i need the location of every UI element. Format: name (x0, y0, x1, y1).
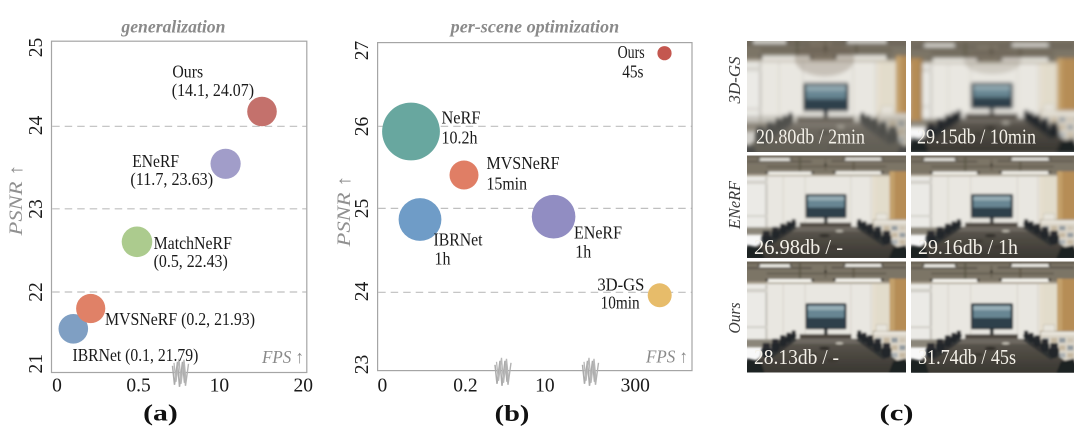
svg-text:24: 24 (352, 282, 373, 302)
svg-text:20: 20 (293, 376, 313, 397)
svg-text:0.2: 0.2 (453, 376, 477, 397)
svg-text:28.13db / -: 28.13db / - (754, 345, 839, 369)
svg-text:0: 0 (378, 376, 388, 397)
svg-text:3D-GS: 3D-GS (725, 56, 744, 104)
svg-text:MVSNeRF: MVSNeRF (487, 153, 560, 173)
svg-text:generalization: generalization (120, 16, 225, 36)
svg-text:(14.1, 24.07): (14.1, 24.07) (172, 80, 254, 101)
svg-text:PSNR ↑: PSNR ↑ (334, 176, 355, 248)
svg-text:31.74db / 45s: 31.74db / 45s (918, 345, 1016, 369)
svg-text:25: 25 (26, 38, 47, 58)
svg-text:25: 25 (352, 199, 373, 219)
svg-text:IBRNet: IBRNet (434, 230, 483, 250)
svg-text:10.2h: 10.2h (442, 128, 478, 148)
svg-text:Ours: Ours (618, 42, 645, 62)
svg-text:23: 23 (26, 199, 47, 219)
svg-text:22: 22 (26, 282, 47, 302)
svg-text:IBRNet (0.1, 21.79): IBRNet (0.1, 21.79) (73, 345, 199, 366)
svg-text:29.16db / 1h: 29.16db / 1h (918, 235, 1018, 259)
svg-text:0.5: 0.5 (126, 376, 150, 397)
svg-text:27: 27 (352, 41, 373, 61)
svg-text:24: 24 (26, 116, 47, 136)
svg-text:300: 300 (621, 376, 650, 397)
svg-text:MatchNeRF: MatchNeRF (154, 233, 232, 253)
svg-text:ENeRF: ENeRF (132, 151, 179, 171)
svg-text:PSNR ↑: PSNR ↑ (6, 165, 27, 237)
svg-text:0: 0 (52, 376, 62, 397)
svg-text:FPS ↑: FPS ↑ (261, 347, 304, 367)
svg-text:10: 10 (210, 376, 230, 397)
svg-text:(a): (a) (143, 400, 178, 425)
svg-text:26: 26 (352, 117, 373, 137)
svg-text:(11.7, 23.63): (11.7, 23.63) (130, 169, 213, 190)
svg-text:1h: 1h (435, 249, 451, 269)
svg-text:ENeRF: ENeRF (725, 180, 744, 230)
svg-text:10min: 10min (601, 292, 640, 312)
svg-text:21: 21 (26, 354, 47, 374)
svg-text:FPS ↑: FPS ↑ (645, 347, 688, 367)
svg-text:Ours: Ours (725, 302, 744, 333)
svg-text:3D-GS: 3D-GS (597, 274, 644, 294)
svg-text:20.80db / 2min: 20.80db / 2min (756, 125, 865, 149)
svg-text:15min: 15min (487, 174, 528, 194)
svg-text:(b): (b) (495, 401, 530, 426)
svg-text:29.15db / 10min: 29.15db / 10min (917, 125, 1036, 149)
svg-text:(0.5, 22.43): (0.5, 22.43) (154, 251, 228, 272)
svg-text:1h: 1h (575, 241, 591, 261)
svg-text:Ours: Ours (172, 62, 203, 82)
svg-text:10: 10 (535, 376, 555, 397)
svg-text:MVSNeRF (0.2, 21.93): MVSNeRF (0.2, 21.93) (105, 309, 255, 330)
svg-text:45s: 45s (622, 61, 643, 81)
svg-text:ENeRF: ENeRF (574, 222, 622, 242)
svg-text:23: 23 (352, 355, 373, 375)
svg-text:(c): (c) (880, 400, 914, 425)
svg-text:26.98db / -: 26.98db / - (754, 235, 843, 259)
svg-text:NeRF: NeRF (442, 108, 481, 128)
svg-text:per-scene optimization: per-scene optimization (449, 16, 620, 36)
